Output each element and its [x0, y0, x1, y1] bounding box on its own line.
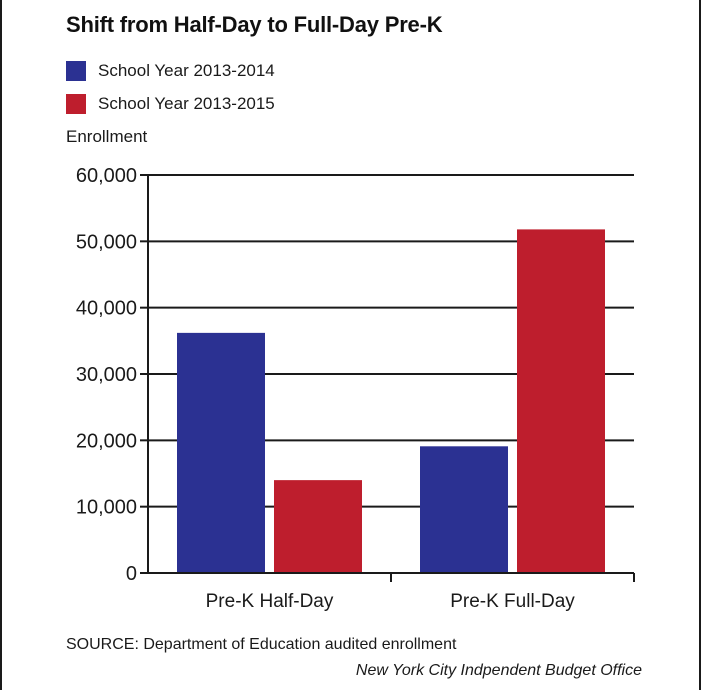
y-tick-label-0: 0	[126, 563, 137, 585]
y-axis-label: Enrollment	[66, 127, 148, 146]
bar-full-day-series-2	[517, 229, 605, 574]
bar-half-day-series-2	[274, 480, 362, 573]
y-tick-label-50000: 50,000	[76, 231, 137, 253]
legend-swatch-2013-2015	[66, 94, 86, 114]
legend-label-2013-2014: School Year 2013-2014	[98, 61, 275, 80]
legend-item-2013-2014: School Year 2013-2014	[66, 60, 275, 82]
legend-label-2013-2015: School Year 2013-2015	[98, 94, 275, 113]
bar-half-day-series-1	[177, 332, 265, 573]
y-tick-label-20000: 20,000	[76, 430, 137, 452]
x-category-label-1: Pre-K Half-Day	[206, 591, 334, 612]
y-tick-label-60000: 60,000	[76, 165, 137, 187]
legend-swatch-2013-2014	[66, 61, 86, 81]
y-tick-label-30000: 30,000	[76, 364, 137, 386]
y-tick-label-40000: 40,000	[76, 298, 137, 320]
legend-item-2013-2015: School Year 2013-2015	[66, 93, 275, 115]
x-category-label-2: Pre-K Full-Day	[450, 591, 575, 612]
source-note: SOURCE: Department of Education audited …	[66, 636, 457, 653]
bar-full-day-series-1	[420, 446, 508, 573]
chart-title: Shift from Half-Day to Full-Day Pre-K	[66, 12, 443, 37]
credit-line: New York City Indpendent Budget Office	[355, 662, 642, 679]
y-tick-label-10000: 10,000	[76, 497, 137, 519]
